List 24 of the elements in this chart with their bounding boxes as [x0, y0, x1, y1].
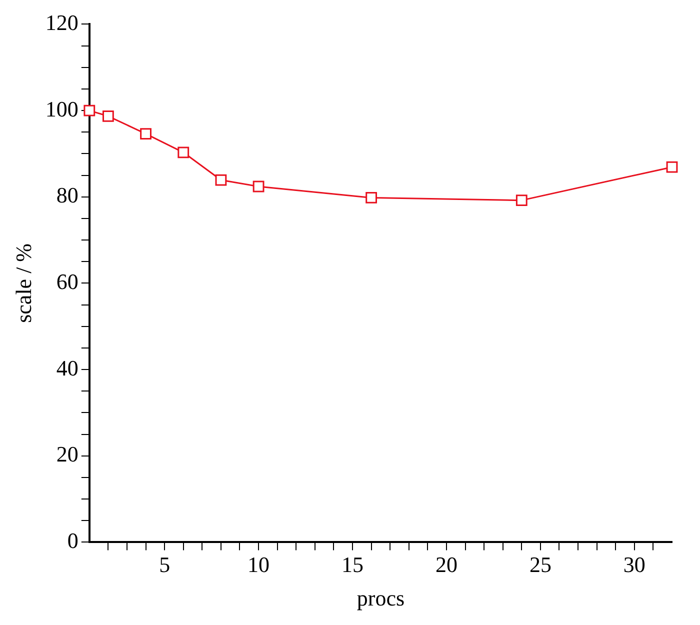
x-tick-label: 20 — [435, 552, 458, 578]
x-tick-label: 25 — [529, 552, 552, 578]
point — [366, 192, 378, 204]
y-axis-title: scale / % — [10, 243, 36, 323]
y-tick-label: 120 — [45, 10, 78, 35]
point — [666, 161, 678, 173]
y-tick-label: 80 — [56, 182, 78, 208]
point — [252, 180, 264, 192]
x-tick-label: 10 — [248, 552, 270, 578]
x-axis-title: procs — [356, 586, 405, 611]
x-tick-label: 5 — [159, 552, 170, 578]
point — [178, 146, 190, 158]
point — [215, 174, 227, 186]
y-tick-label: 0 — [67, 528, 78, 553]
point — [516, 194, 528, 206]
y-tick-label: 40 — [56, 355, 78, 380]
point — [102, 110, 114, 122]
point — [140, 128, 152, 140]
point — [84, 104, 96, 116]
x-tick-label: 30 — [623, 552, 646, 578]
y-tick-label: 100 — [45, 96, 78, 122]
x-tick-label: 15 — [342, 552, 364, 578]
y-tick-label: 20 — [56, 442, 78, 467]
y-tick-label: 60 — [56, 268, 78, 294]
